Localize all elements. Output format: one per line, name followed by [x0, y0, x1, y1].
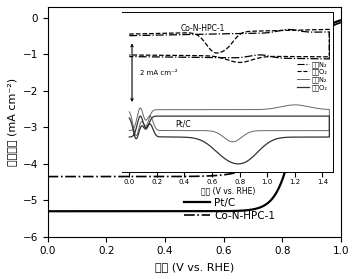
Line: Co-N-HPC-1: Co-N-HPC-1 [48, 23, 341, 177]
Pt/C [339, 19, 343, 22]
X-axis label: 电压 (V vs. RHE): 电压 (V vs. RHE) [155, 262, 234, 272]
Co-N-HPC-1 [241, 168, 246, 172]
Legend: Pt/C, Co-N-HPC-1: Pt/C, Co-N-HPC-1 [180, 194, 279, 225]
Co-N-HPC-1 [266, 145, 271, 148]
Y-axis label: 电流密度 (mA cm⁻²): 电流密度 (mA cm⁻²) [7, 78, 17, 166]
Pt/C [46, 210, 50, 213]
Co-N-HPC-1 [121, 175, 125, 178]
Pt/C [241, 209, 246, 212]
Line: Pt/C: Pt/C [48, 20, 341, 211]
Co-N-HPC-1 [46, 175, 50, 178]
Pt/C [97, 210, 101, 213]
Pt/C [266, 201, 271, 204]
Co-N-HPC-1 [339, 21, 343, 24]
Co-N-HPC-1 [218, 174, 222, 177]
Pt/C [178, 210, 182, 213]
Pt/C [218, 210, 222, 213]
Pt/C [121, 210, 125, 213]
Co-N-HPC-1 [178, 175, 182, 178]
Co-N-HPC-1 [97, 175, 101, 178]
